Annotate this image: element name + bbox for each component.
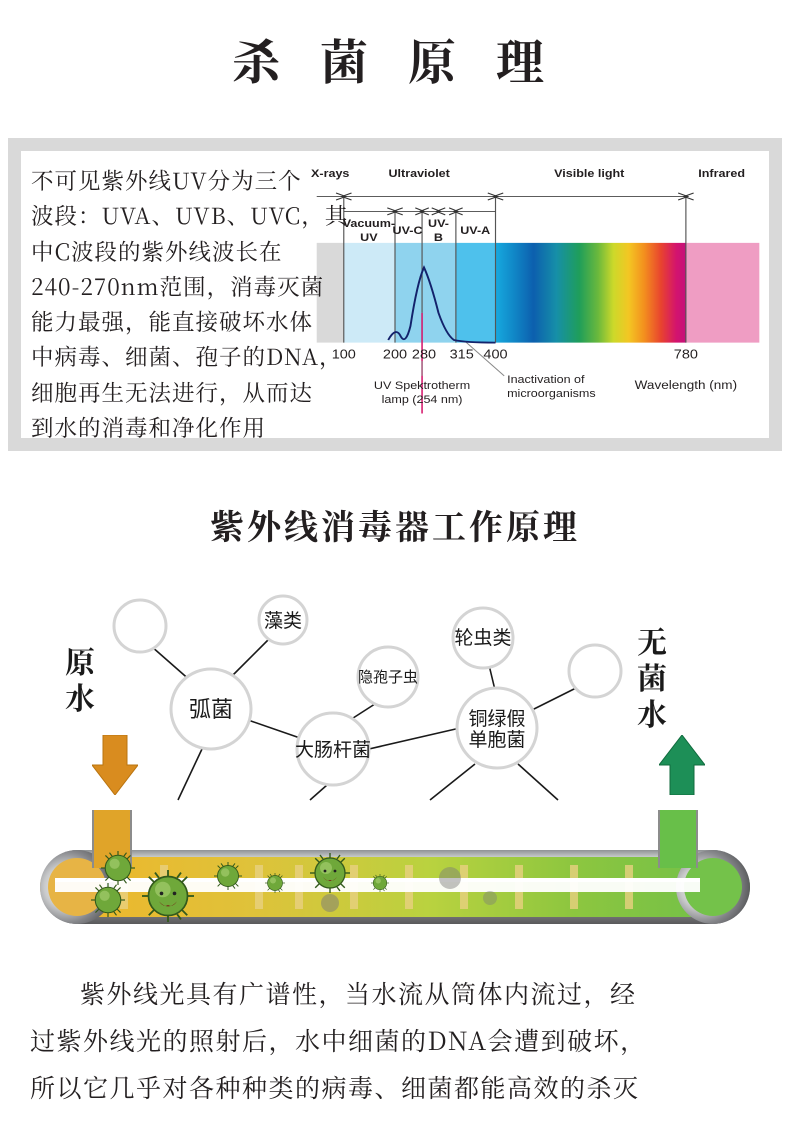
svg-text:隐孢子虫: 隐孢子虫: [358, 669, 418, 686]
svg-text:microorganisms: microorganisms: [507, 386, 596, 399]
svg-text:200: 200: [383, 346, 407, 361]
svg-text:UV: UV: [360, 231, 377, 244]
svg-text:315: 315: [450, 346, 474, 361]
svg-text:Visible light: Visible light: [554, 167, 624, 180]
svg-text:UV Spektrotherm: UV Spektrotherm: [374, 379, 470, 392]
svg-text:780: 780: [674, 346, 698, 361]
svg-text:轮虫类: 轮虫类: [454, 627, 511, 649]
svg-text:280: 280: [412, 346, 436, 361]
svg-text:Ultraviolet: Ultraviolet: [388, 167, 449, 180]
svg-text:400: 400: [483, 346, 507, 361]
svg-text:大肠杆菌: 大肠杆菌: [295, 739, 371, 761]
svg-text:Inactivation of: Inactivation of: [507, 372, 585, 385]
svg-text:单胞菌: 单胞菌: [468, 729, 525, 751]
svg-text:UV-C: UV-C: [393, 224, 423, 237]
svg-text:Infrared: Infrared: [698, 167, 745, 180]
svg-text:Wavelength (nm): Wavelength (nm): [635, 378, 737, 392]
svg-text:lamp (254 nm): lamp (254 nm): [382, 393, 463, 406]
svg-text:UV-A: UV-A: [460, 224, 490, 237]
svg-text:铜绿假: 铜绿假: [468, 708, 525, 730]
svg-text:UV-: UV-: [428, 217, 449, 230]
svg-text:弧菌: 弧菌: [189, 697, 233, 722]
svg-text:藻类: 藻类: [264, 610, 302, 632]
svg-text:B: B: [434, 231, 443, 244]
